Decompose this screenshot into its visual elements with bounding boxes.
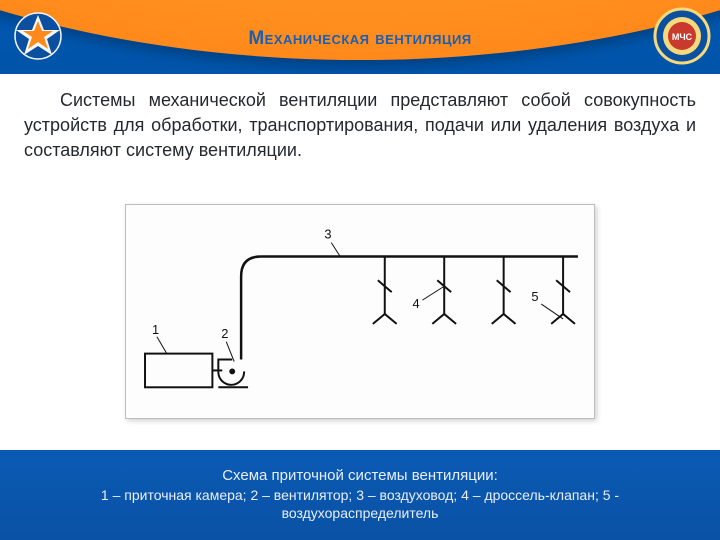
- figure-caption-title: Схема приточной системы вентиляции:: [40, 467, 680, 484]
- diagram-label-2: 2: [221, 326, 228, 341]
- diagram-label-4: 4: [413, 296, 420, 311]
- body-paragraph: Системы механической вентиляции представ…: [24, 88, 696, 162]
- diagram-label-1: 1: [152, 322, 159, 337]
- figure-caption-legend: 1 – приточная камера; 2 – вентилятор; 3 …: [40, 486, 680, 522]
- diagram-ventilation: 1 2 3 4 5: [125, 204, 595, 419]
- content-area: Системы механической вентиляции представ…: [0, 74, 720, 540]
- diagram-label-3: 3: [324, 227, 331, 242]
- slide: МЧС Механическая вентиляция Системы меха…: [0, 0, 720, 540]
- page-title: Механическая вентиляция: [0, 28, 720, 50]
- diagram-label-5: 5: [531, 289, 538, 304]
